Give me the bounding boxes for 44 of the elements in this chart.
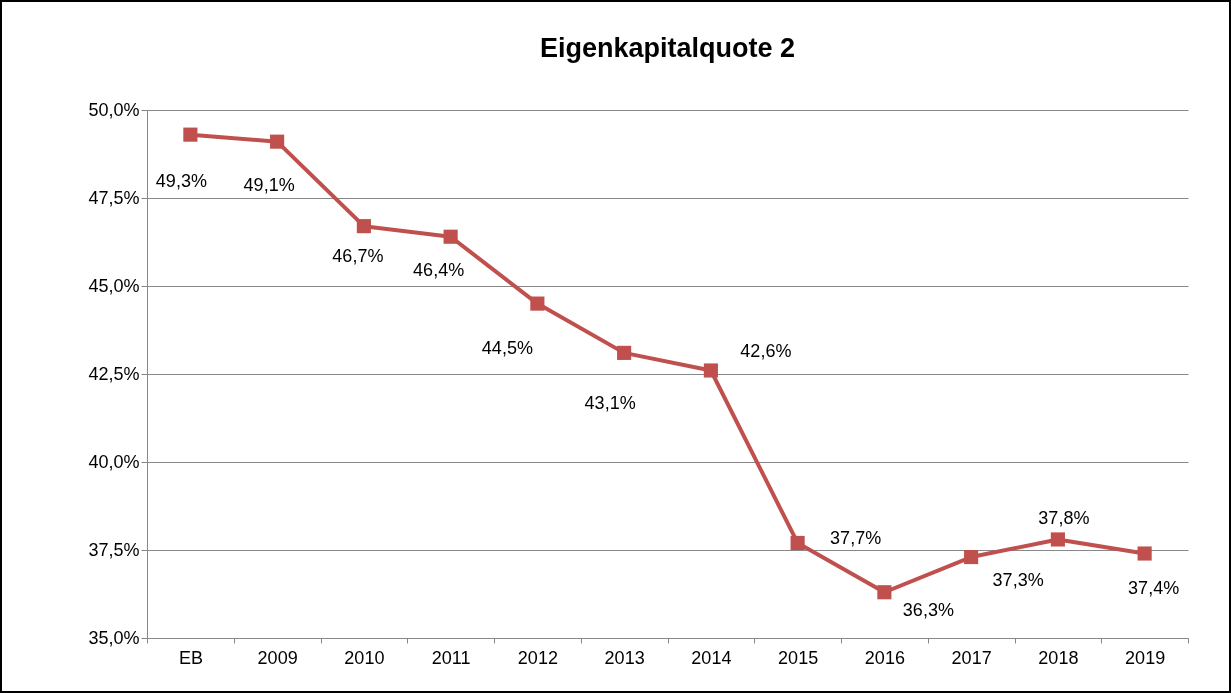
x-tick-label: 2016 — [864, 647, 905, 668]
data-label: 37,7% — [830, 527, 882, 548]
point — [1137, 546, 1152, 561]
point — [964, 549, 979, 565]
x-tick-label: 2009 — [257, 647, 298, 668]
point — [877, 585, 892, 600]
data-label: 49,3% — [155, 170, 207, 191]
point — [356, 219, 371, 234]
y-tick-label: 37,5% — [88, 539, 140, 560]
point — [530, 296, 545, 311]
point — [443, 229, 458, 244]
data-label: 46,7% — [332, 246, 384, 267]
y-tick-label: 42,5% — [88, 363, 140, 384]
point — [183, 127, 198, 142]
data-label: 37,3% — [992, 570, 1044, 591]
x-tick-label: 2018 — [1038, 647, 1079, 668]
data-label: 42,6% — [740, 341, 792, 362]
point — [790, 535, 805, 551]
point — [1050, 532, 1065, 547]
x-tick-label: 2017 — [951, 647, 992, 668]
data-label: 49,1% — [243, 174, 295, 195]
data-label: 37,4% — [1128, 577, 1180, 598]
x-tick-label: 2010 — [344, 647, 385, 668]
x-tick-label: EB — [178, 647, 203, 668]
y-tick-label: 47,5% — [88, 187, 140, 208]
data-label: 44,5% — [481, 337, 533, 358]
y-tick-label: 40,0% — [88, 451, 140, 472]
x-tick-label: 2015 — [778, 647, 819, 668]
x-tick-label: 2019 — [1125, 647, 1166, 668]
data-label: 37,8% — [1038, 508, 1090, 529]
data-label: 36,3% — [902, 600, 954, 621]
point — [270, 134, 285, 149]
x-tick-label: 2014 — [691, 647, 732, 668]
point — [617, 345, 632, 360]
x-tick-label: 2011 — [431, 647, 471, 668]
data-label: 43,1% — [584, 392, 636, 413]
x-tick-label: 2013 — [604, 647, 645, 668]
chart-title: Eigenkapitalquote 2 — [539, 33, 796, 63]
y-tick-label: 50,0% — [88, 99, 140, 120]
data-label: 46,4% — [413, 259, 465, 280]
x-tick-label: 2012 — [517, 647, 558, 668]
y-tick-label: 45,0% — [88, 275, 140, 296]
point — [703, 363, 718, 378]
y-tick-label: 35,0% — [88, 627, 140, 648]
